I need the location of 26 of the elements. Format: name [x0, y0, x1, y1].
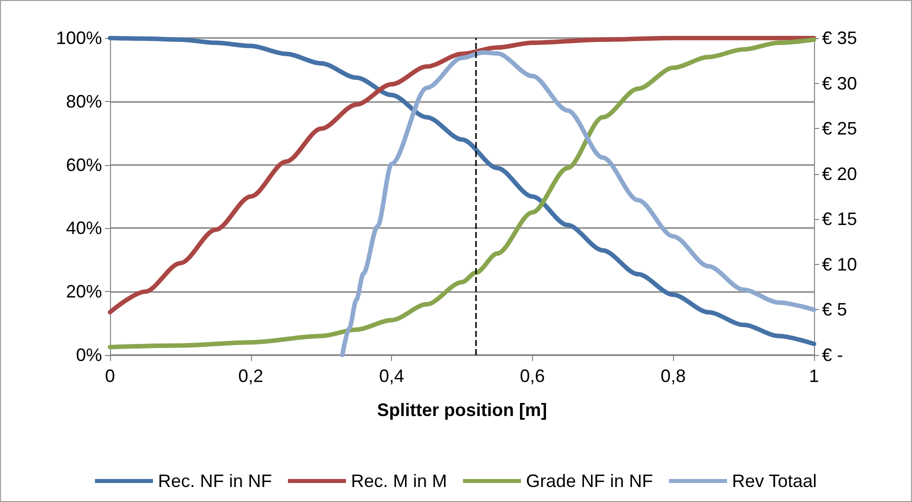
x-tick-label: 1: [808, 366, 820, 386]
x-tick-label: 0,4: [379, 366, 404, 386]
x-tick-label: 0,6: [520, 366, 545, 386]
legend-label: Grade NF in NF: [526, 471, 654, 491]
x-axis-title: Splitter position [m]: [377, 400, 547, 420]
x-tick-label: 0: [104, 366, 116, 386]
line-series: [340, 50, 816, 358]
y-tick-label: 40%: [66, 218, 102, 238]
x-tick-label: 0,8: [660, 366, 686, 386]
x-tick-label: 0,2: [238, 366, 264, 386]
y2-tick-label: € -: [822, 345, 844, 365]
y2-tick-label: € 30: [822, 73, 858, 94]
y-tick-label: 60%: [66, 154, 102, 175]
legend-label: Rev Totaal: [732, 471, 817, 491]
y2-tick-label: € 10: [822, 254, 858, 274]
y-tick-label: 80%: [66, 91, 102, 112]
y-tick-label: 100%: [56, 28, 102, 48]
y2-tick-label: € 25: [822, 118, 858, 139]
y2-tick-label: € 35: [822, 28, 858, 48]
y2-tick-label: € 5: [822, 300, 848, 320]
y2-tick-label: € 20: [822, 164, 858, 184]
y-tick-label: 0%: [76, 345, 102, 365]
y2-tick-label: € 15: [822, 209, 858, 230]
legend-label: Rec. M in M: [350, 471, 447, 491]
legend-label: Rec. NF in NF: [158, 471, 272, 491]
y-tick-label: 20%: [66, 282, 102, 302]
